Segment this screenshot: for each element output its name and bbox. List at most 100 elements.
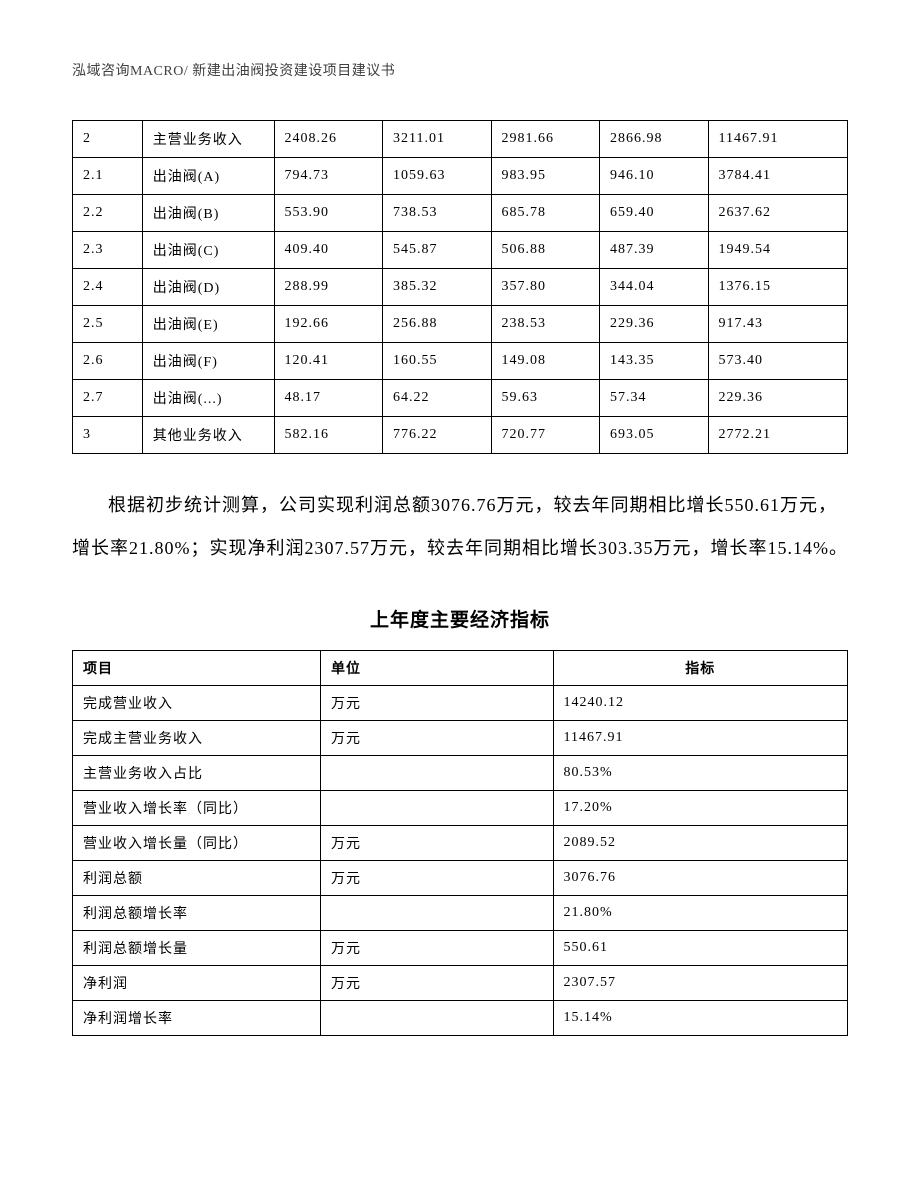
cell: 659.40: [600, 195, 709, 232]
cell: 净利润: [73, 966, 321, 1001]
cell: 万元: [321, 966, 554, 1001]
cell: 238.53: [491, 306, 600, 343]
cell: 出油阀(B): [142, 195, 274, 232]
cell: 2089.52: [553, 826, 848, 861]
cell: 其他业务收入: [142, 417, 274, 454]
cell: 万元: [321, 721, 554, 756]
cell: 2637.62: [708, 195, 848, 232]
cell: 685.78: [491, 195, 600, 232]
cell: 利润总额增长率: [73, 896, 321, 931]
cell: 357.80: [491, 269, 600, 306]
cell: 11467.91: [708, 121, 848, 158]
cell: 主营业务收入: [142, 121, 274, 158]
cell: 409.40: [274, 232, 383, 269]
cell: 64.22: [383, 380, 492, 417]
cell: 1376.15: [708, 269, 848, 306]
cell: 3: [73, 417, 143, 454]
cell: 2.1: [73, 158, 143, 195]
cell: 出油阀(D): [142, 269, 274, 306]
table-row: 2.4 出油阀(D) 288.99 385.32 357.80 344.04 1…: [73, 269, 848, 306]
cell: 776.22: [383, 417, 492, 454]
cell: 120.41: [274, 343, 383, 380]
cell: 净利润增长率: [73, 1001, 321, 1036]
cell: 营业收入增长量（同比）: [73, 826, 321, 861]
cell: 143.35: [600, 343, 709, 380]
cell: 229.36: [708, 380, 848, 417]
table-row: 利润总额增长量 万元 550.61: [73, 931, 848, 966]
cell: 1949.54: [708, 232, 848, 269]
cell: 出油阀(E): [142, 306, 274, 343]
table-row: 利润总额增长率 21.80%: [73, 896, 848, 931]
header-cell: 项目: [73, 651, 321, 686]
table-row: 营业收入增长量（同比） 万元 2089.52: [73, 826, 848, 861]
table-row: 3 其他业务收入 582.16 776.22 720.77 693.05 277…: [73, 417, 848, 454]
cell: 完成主营业务收入: [73, 721, 321, 756]
cell: 288.99: [274, 269, 383, 306]
cell: 出油阀(F): [142, 343, 274, 380]
cell: 2.6: [73, 343, 143, 380]
table-row: 2.6 出油阀(F) 120.41 160.55 149.08 143.35 5…: [73, 343, 848, 380]
table1-body: 2 主营业务收入 2408.26 3211.01 2981.66 2866.98…: [73, 121, 848, 454]
cell: 11467.91: [553, 721, 848, 756]
cell: 720.77: [491, 417, 600, 454]
cell: 3784.41: [708, 158, 848, 195]
table-row: 2.3 出油阀(C) 409.40 545.87 506.88 487.39 1…: [73, 232, 848, 269]
cell: [321, 896, 554, 931]
cell: 385.32: [383, 269, 492, 306]
cell: 主营业务收入占比: [73, 756, 321, 791]
cell: [321, 756, 554, 791]
cell: 573.40: [708, 343, 848, 380]
cell: 553.90: [274, 195, 383, 232]
cell: 693.05: [600, 417, 709, 454]
document-header: 泓域咨询MACRO/ 新建出油阀投资建设项目建议书: [72, 60, 848, 80]
section-title: 上年度主要经济指标: [72, 605, 848, 632]
table-row: 完成主营业务收入 万元 11467.91: [73, 721, 848, 756]
cell: 344.04: [600, 269, 709, 306]
table-row: 净利润增长率 15.14%: [73, 1001, 848, 1036]
cell: 利润总额增长量: [73, 931, 321, 966]
summary-paragraph: 根据初步统计测算，公司实现利润总额3076.76万元，较去年同期相比增长550.…: [72, 484, 848, 570]
cell: 738.53: [383, 195, 492, 232]
cell: 万元: [321, 686, 554, 721]
cell: 917.43: [708, 306, 848, 343]
cell: 完成营业收入: [73, 686, 321, 721]
cell: 15.14%: [553, 1001, 848, 1036]
cell: 2866.98: [600, 121, 709, 158]
cell: 794.73: [274, 158, 383, 195]
cell: [321, 791, 554, 826]
cell: 21.80%: [553, 896, 848, 931]
header-cell: 指标: [553, 651, 848, 686]
cell: 2.4: [73, 269, 143, 306]
cell: 545.87: [383, 232, 492, 269]
cell: 2.3: [73, 232, 143, 269]
cell: 57.34: [600, 380, 709, 417]
cell: 983.95: [491, 158, 600, 195]
cell: 582.16: [274, 417, 383, 454]
cell: 2307.57: [553, 966, 848, 1001]
revenue-breakdown-table: 2 主营业务收入 2408.26 3211.01 2981.66 2866.98…: [72, 120, 848, 454]
cell: 3076.76: [553, 861, 848, 896]
cell: 229.36: [600, 306, 709, 343]
cell: 营业收入增长率（同比）: [73, 791, 321, 826]
cell: 2: [73, 121, 143, 158]
cell: 487.39: [600, 232, 709, 269]
cell: 万元: [321, 861, 554, 896]
cell: 149.08: [491, 343, 600, 380]
cell: [321, 1001, 554, 1036]
cell: 出油阀(A): [142, 158, 274, 195]
cell: 万元: [321, 826, 554, 861]
table-row: 2 主营业务收入 2408.26 3211.01 2981.66 2866.98…: [73, 121, 848, 158]
cell: 出油阀(...): [142, 380, 274, 417]
cell: 2.7: [73, 380, 143, 417]
cell: 2981.66: [491, 121, 600, 158]
cell: 2772.21: [708, 417, 848, 454]
table-row: 利润总额 万元 3076.76: [73, 861, 848, 896]
economic-indicators-table: 项目 单位 指标 完成营业收入 万元 14240.12 完成主营业务收入 万元 …: [72, 650, 848, 1036]
table-row: 2.1 出油阀(A) 794.73 1059.63 983.95 946.10 …: [73, 158, 848, 195]
cell: 万元: [321, 931, 554, 966]
table-row: 营业收入增长率（同比） 17.20%: [73, 791, 848, 826]
cell: 14240.12: [553, 686, 848, 721]
table-row: 完成营业收入 万元 14240.12: [73, 686, 848, 721]
table-header-row: 项目 单位 指标: [73, 651, 848, 686]
cell: 1059.63: [383, 158, 492, 195]
